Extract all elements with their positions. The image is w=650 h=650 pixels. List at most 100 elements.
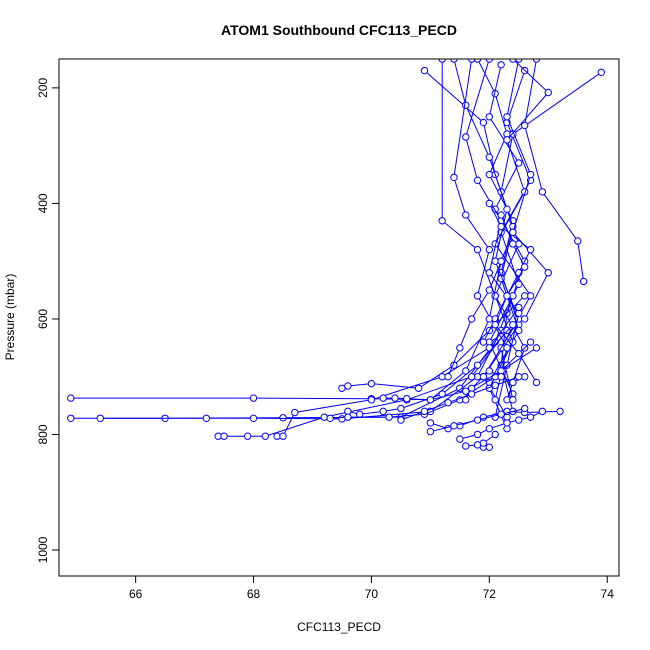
data-point (473, 59, 482, 63)
data-point (462, 367, 470, 375)
data-point (515, 326, 523, 335)
data-point (538, 188, 547, 196)
data-point (485, 113, 494, 121)
data-point (491, 396, 499, 404)
data-point (438, 217, 446, 225)
data-point (344, 413, 352, 421)
data-point (249, 394, 258, 402)
data-point (515, 373, 523, 381)
data-point (462, 442, 470, 450)
x-tick-label: 68 (247, 587, 261, 601)
data-point (397, 404, 405, 413)
data-point (509, 59, 517, 63)
data-point (520, 404, 529, 413)
data-point (520, 315, 529, 323)
series-22 (462, 430, 499, 451)
data-point (426, 427, 435, 436)
data-point (462, 101, 470, 109)
data-point (67, 414, 75, 423)
data-point (515, 280, 523, 288)
x-tick-label: 66 (129, 587, 143, 601)
series-line (506, 59, 549, 320)
data-point (503, 136, 511, 144)
data-point (520, 121, 529, 130)
data-point (426, 396, 435, 404)
data-point (467, 315, 476, 323)
data-point (420, 407, 429, 416)
series-23 (456, 407, 547, 443)
data-point (485, 424, 494, 433)
data-point (420, 66, 429, 75)
data-point (491, 430, 499, 439)
data-point (467, 390, 476, 398)
series-8 (462, 59, 523, 421)
data-point (320, 413, 328, 421)
data-point (462, 211, 470, 219)
data-point (379, 407, 387, 416)
data-point (485, 367, 494, 375)
data-point (456, 435, 464, 443)
data-point (497, 373, 505, 381)
data-point (444, 373, 452, 381)
data-point (515, 416, 523, 424)
data-point (532, 344, 541, 352)
data-point (467, 373, 476, 381)
x-tick-label: 74 (601, 587, 615, 601)
series-9 (450, 59, 511, 404)
data-point (473, 176, 482, 185)
data-point (479, 373, 488, 381)
data-point (456, 344, 464, 352)
data-point (450, 173, 458, 182)
data-point (520, 263, 529, 271)
y-axis-label: Pressure (mbar) (3, 274, 17, 361)
data-point (544, 269, 552, 277)
series-25 (479, 199, 535, 346)
series-20 (379, 344, 541, 404)
data-point (450, 59, 458, 63)
data-point (509, 378, 517, 387)
data-point (473, 361, 482, 369)
data-point (485, 153, 494, 161)
data-point (491, 321, 499, 329)
series-10 (520, 59, 588, 286)
data-point (503, 205, 511, 213)
data-point (503, 419, 511, 427)
data-point (249, 414, 258, 423)
x-axis-label: CFC113_PECD (297, 620, 381, 634)
data-point (509, 240, 517, 248)
y-axis: 200 400 600 800 1000 (36, 78, 60, 563)
data-point (355, 410, 364, 418)
data-point (243, 432, 252, 440)
data-point (326, 414, 334, 423)
chart-title: ATOM1 Southbound CFC113_PECD (221, 22, 457, 38)
y-tick-label: 800 (36, 424, 50, 444)
data-point (397, 416, 405, 424)
data-point (473, 245, 482, 254)
data-point (473, 292, 482, 300)
data-point (497, 222, 505, 231)
data-point (96, 414, 104, 423)
data-point (485, 199, 494, 208)
data-point (503, 113, 511, 121)
data-point (532, 59, 541, 63)
data-point (479, 118, 488, 127)
data-point (526, 170, 535, 179)
series-16 (273, 303, 523, 440)
series-12 (67, 257, 505, 404)
y-tick-label: 200 (36, 78, 50, 98)
series-28 (397, 373, 523, 424)
series-line (447, 232, 514, 377)
data-point (556, 407, 564, 416)
data-point (497, 257, 505, 265)
data-point (597, 68, 606, 76)
data-point (538, 407, 547, 416)
series-line (465, 59, 520, 418)
data-point (426, 419, 435, 427)
series-18 (344, 321, 517, 418)
series-line (218, 330, 508, 437)
data-point (202, 414, 211, 423)
data-point (414, 384, 423, 392)
data-point (509, 321, 517, 329)
data-point (509, 228, 517, 236)
data-point (220, 432, 228, 440)
